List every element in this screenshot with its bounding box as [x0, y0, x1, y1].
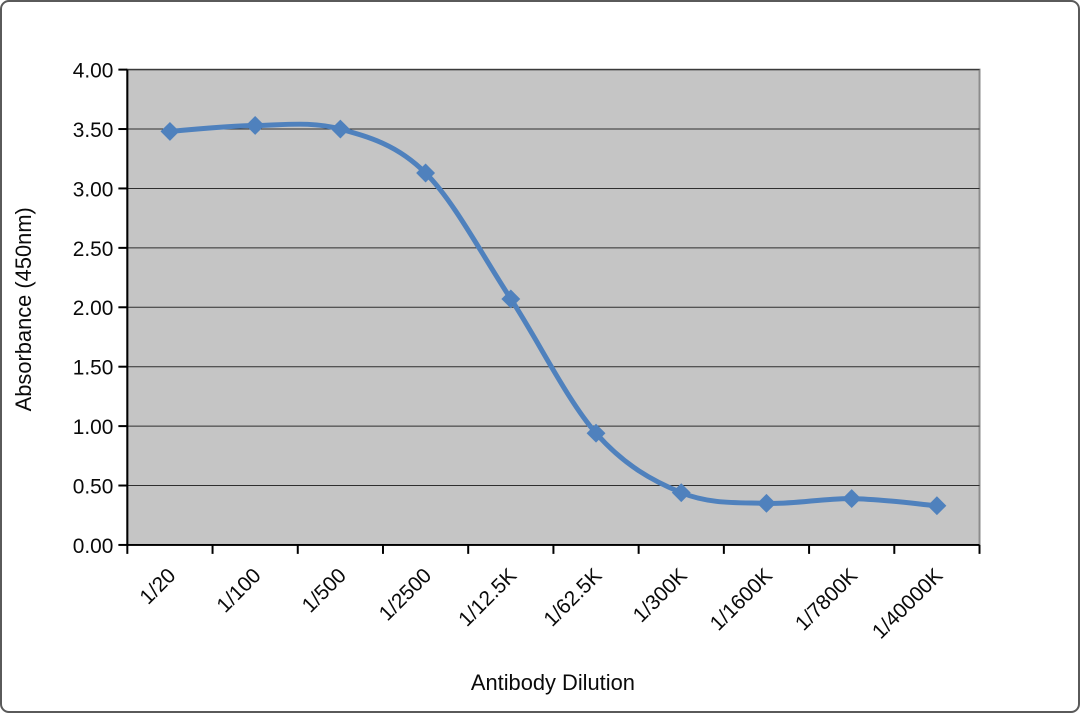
- x-tick-label: 1/12.5K: [454, 564, 521, 631]
- x-tick-label: 1/2500: [375, 564, 436, 625]
- x-tick-label: 1/300K: [629, 564, 692, 627]
- data-point-marker: [671, 483, 691, 503]
- data-point-marker: [586, 423, 606, 443]
- y-tick-label: 2.00: [73, 297, 114, 320]
- data-point-marker: [330, 119, 350, 139]
- x-tick-label: 1/500: [298, 564, 351, 617]
- x-tick-label: 1/62.5K: [539, 564, 606, 631]
- y-tick-label: 0.00: [73, 535, 114, 558]
- x-tick-label: 1/7800K: [791, 564, 862, 635]
- data-point-marker: [416, 163, 436, 183]
- y-tick-label: 3.50: [73, 119, 114, 142]
- y-tick-label: 4.00: [73, 60, 114, 83]
- absorbance-curve: [167, 121, 940, 509]
- gridlines: [127, 69, 980, 487]
- x-axis-title: Antibody Dilution: [471, 670, 635, 695]
- data-point-marker: [501, 289, 521, 309]
- x-tick-label: 1/1600K: [706, 564, 777, 635]
- series-line: [160, 116, 947, 516]
- x-tick-label: 1/40000K: [868, 564, 948, 644]
- y-tick-label: 1.50: [73, 357, 114, 380]
- y-tick-label: 0.50: [73, 475, 114, 498]
- y-tick-label: 1.00: [73, 416, 114, 439]
- y-tick-label: 2.50: [73, 238, 114, 261]
- data-point-marker: [160, 121, 180, 141]
- x-tick-label: 1/20: [135, 564, 180, 609]
- x-tick-label: 1/100: [212, 564, 265, 617]
- y-tick-label: 3.00: [73, 178, 114, 201]
- y-axis-title: Absorbance (450nm): [11, 207, 36, 411]
